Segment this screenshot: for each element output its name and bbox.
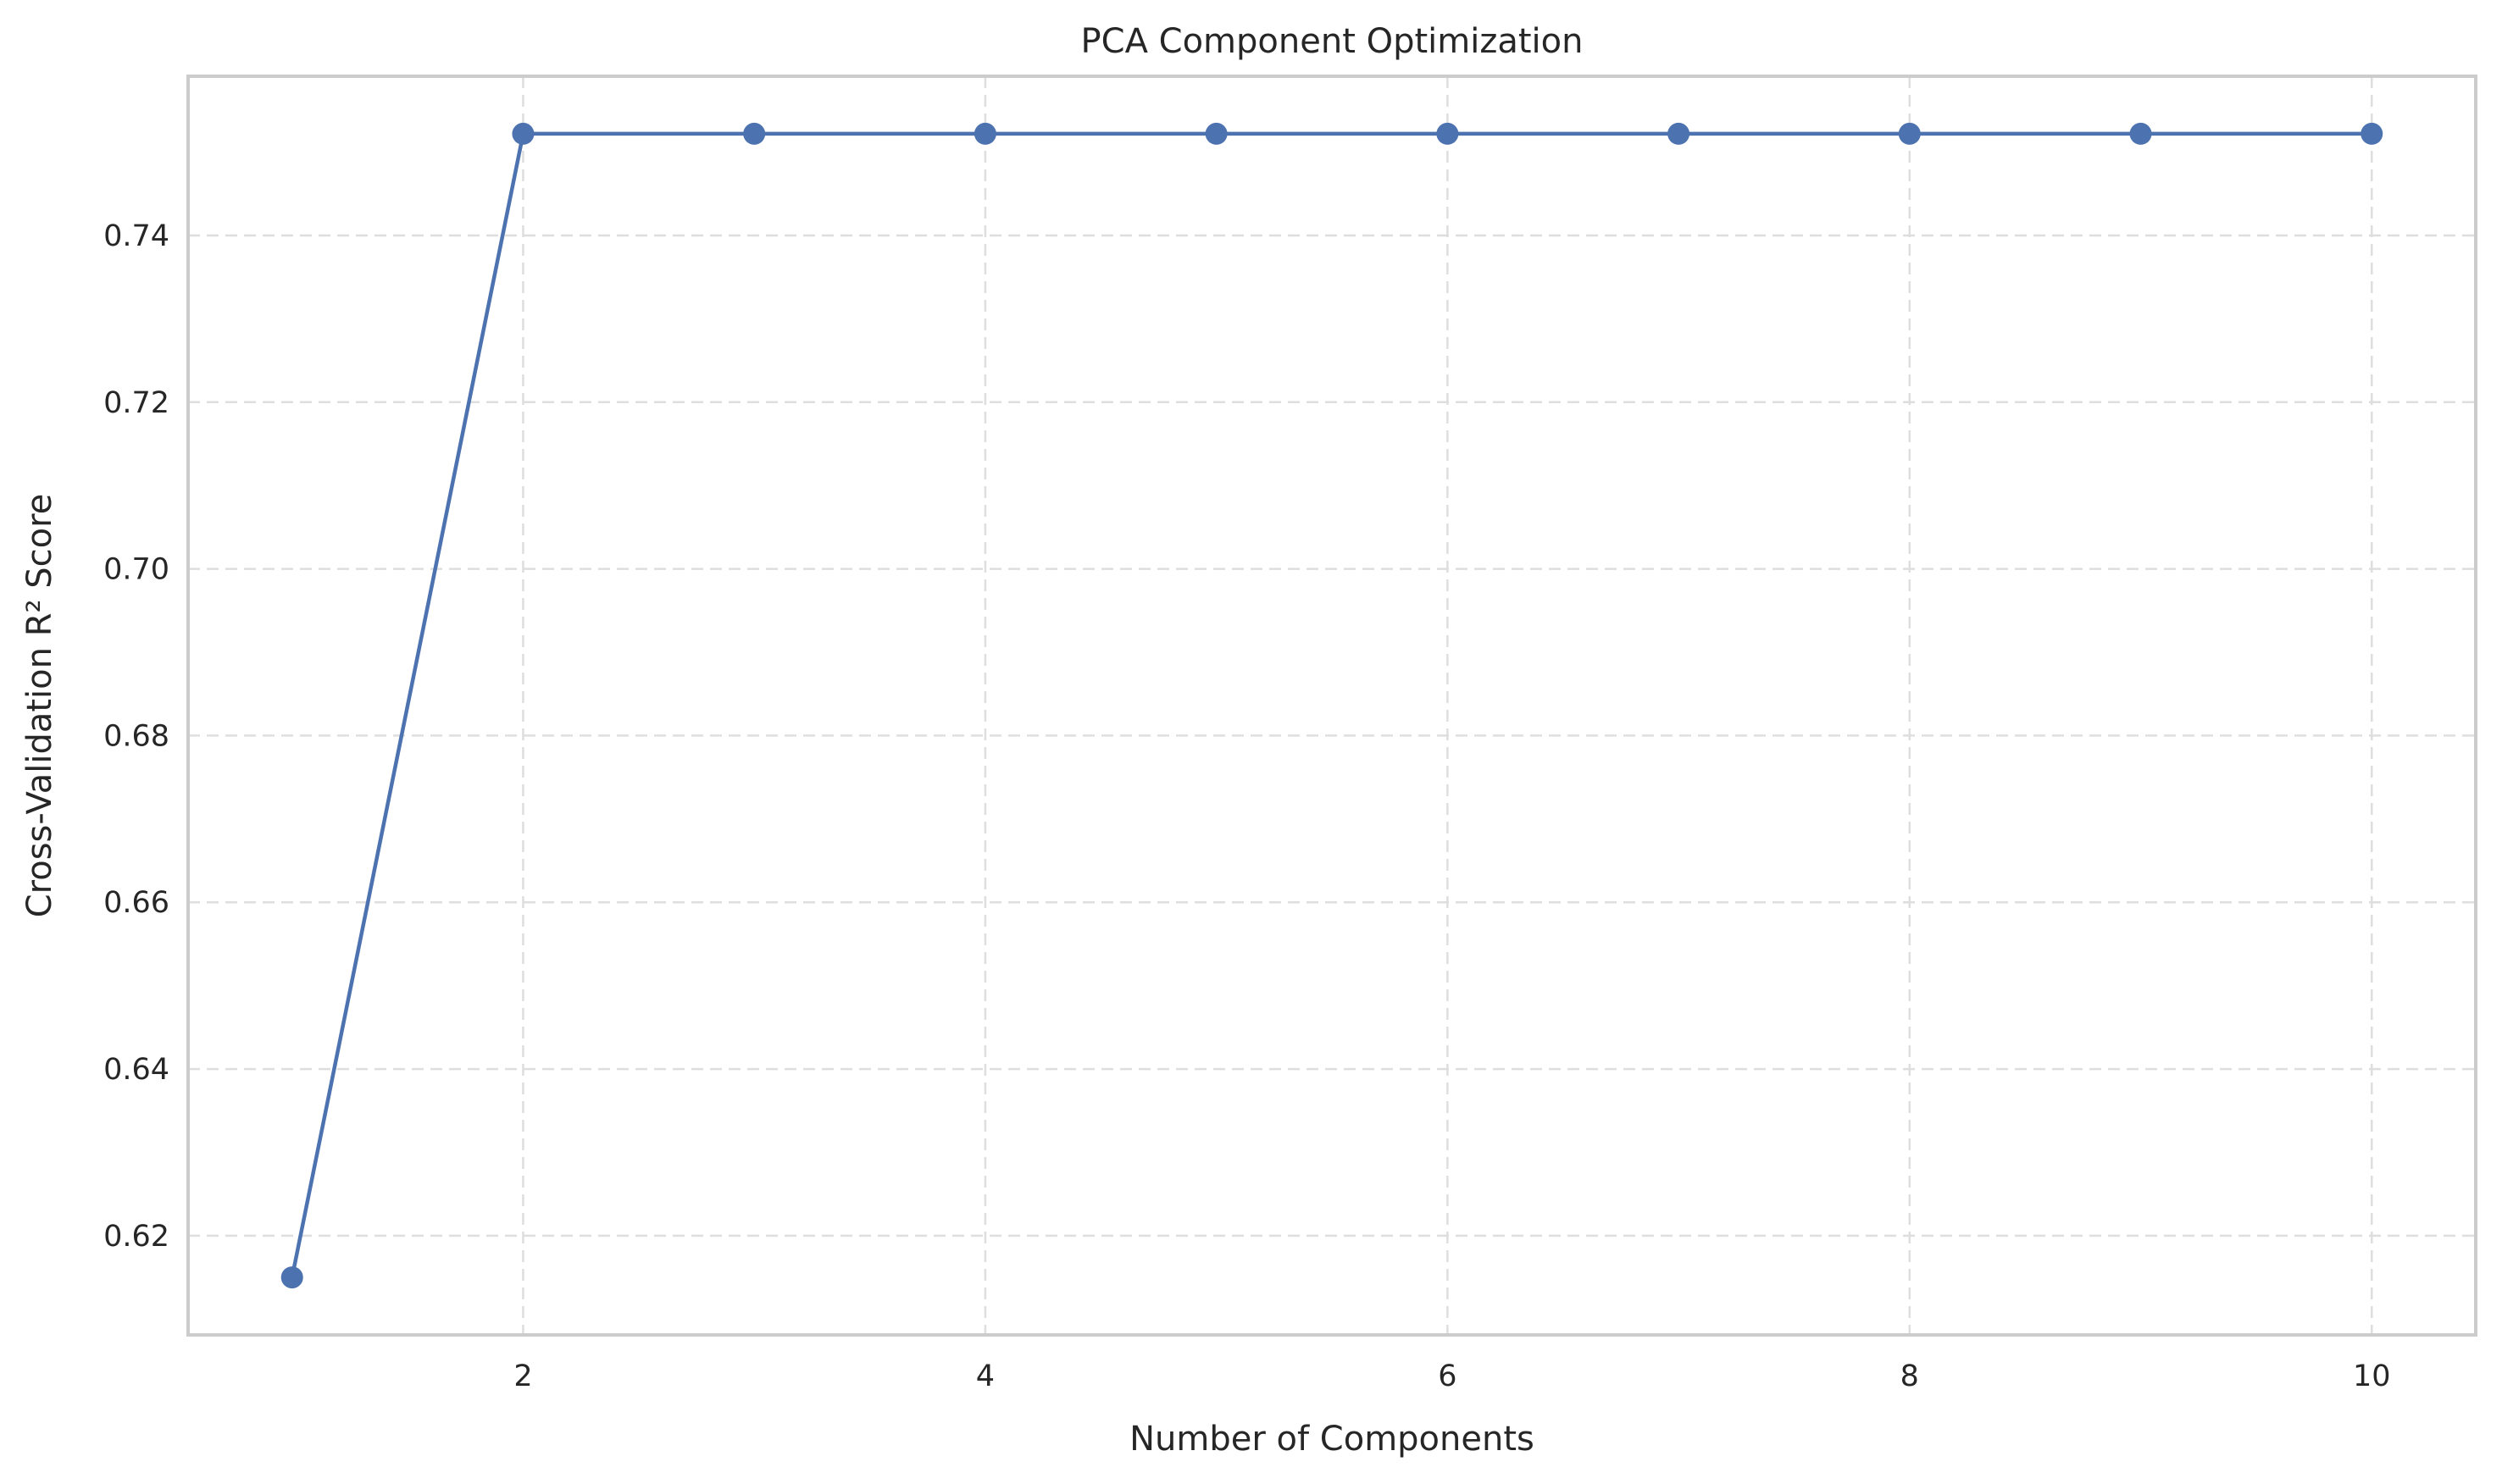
y-axis-label: Cross-Validation R² Score bbox=[20, 494, 59, 918]
data-point bbox=[512, 122, 535, 145]
data-point bbox=[743, 122, 766, 145]
data-point bbox=[1667, 122, 1690, 145]
y-tick-label: 0.74 bbox=[103, 219, 169, 253]
y-tick-label: 0.68 bbox=[103, 719, 169, 753]
x-tick-label: 2 bbox=[513, 1359, 532, 1393]
x-tick-label: 8 bbox=[1900, 1359, 1919, 1393]
plot-frame bbox=[186, 75, 2477, 1337]
chart-title: PCA Component Optimization bbox=[1081, 22, 1584, 61]
x-axis-ticks: 2 4 6 8 10 bbox=[513, 1359, 2390, 1393]
y-tick-label: 0.70 bbox=[103, 553, 169, 587]
y-axis-ticks: 0.62 0.64 0.66 0.68 0.70 0.72 0.74 bbox=[103, 219, 169, 1254]
y-tick-label: 0.66 bbox=[103, 886, 169, 920]
x-tick-label: 10 bbox=[2353, 1359, 2391, 1393]
data-point bbox=[1205, 122, 1228, 145]
y-tick-label: 0.72 bbox=[103, 386, 169, 420]
data-point bbox=[974, 122, 996, 145]
y-tick-label: 0.62 bbox=[103, 1220, 169, 1254]
y-tick-label: 0.64 bbox=[103, 1053, 169, 1087]
data-point bbox=[1898, 122, 1921, 145]
data-point bbox=[1436, 122, 1459, 145]
data-point bbox=[2361, 122, 2383, 145]
data-point bbox=[2129, 122, 2152, 145]
grid bbox=[188, 76, 2476, 1335]
x-tick-label: 6 bbox=[1438, 1359, 1456, 1393]
series-line bbox=[290, 131, 2372, 1278]
series-layer bbox=[280, 122, 2383, 1289]
x-tick-label: 4 bbox=[976, 1359, 995, 1393]
x-axis-label: Number of Components bbox=[1129, 1420, 1534, 1459]
data-point bbox=[280, 1266, 303, 1289]
